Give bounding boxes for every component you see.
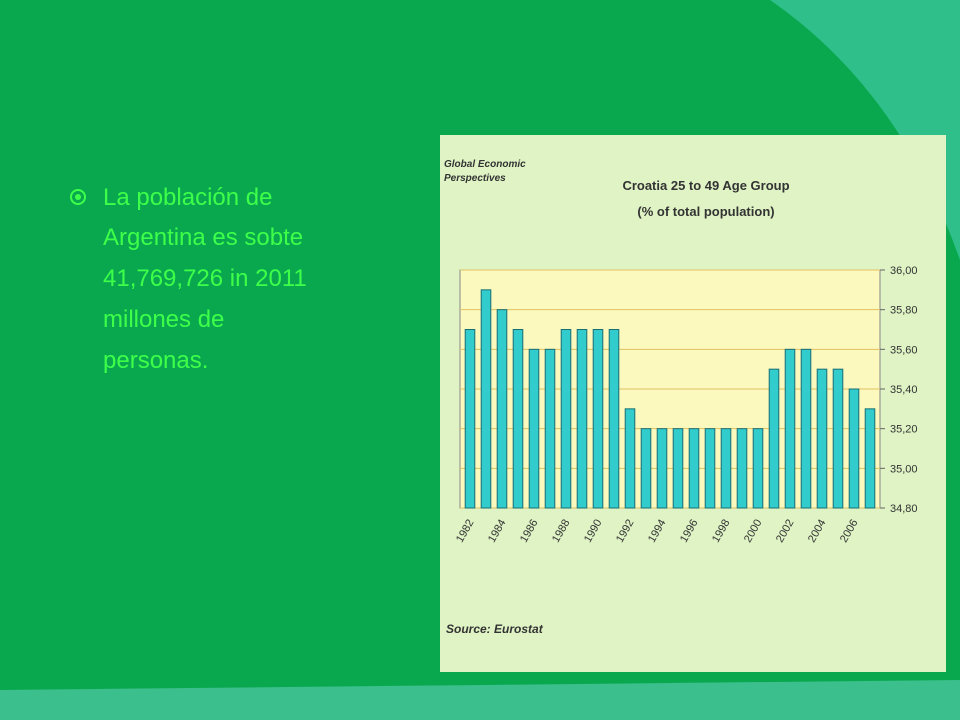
brand: Global Economic xyxy=(444,159,526,170)
bar xyxy=(496,309,508,509)
bar xyxy=(512,329,524,509)
bar xyxy=(544,348,556,509)
y-tick-label: 35,80 xyxy=(890,305,918,317)
y-tick-label: 35,60 xyxy=(890,344,918,356)
bar xyxy=(528,348,540,509)
bar xyxy=(624,408,636,509)
bar xyxy=(768,368,780,509)
bullet-text: La población de xyxy=(103,184,272,211)
chart-title: Croatia 25 to 49 Age Group xyxy=(622,178,789,193)
bullet-icon xyxy=(70,189,86,205)
bar xyxy=(480,289,492,509)
y-tick-label: 36,00 xyxy=(890,265,918,277)
bar xyxy=(576,329,588,509)
y-tick-label: 35,40 xyxy=(890,384,918,396)
bar xyxy=(816,368,828,509)
bar xyxy=(640,428,652,509)
bar xyxy=(864,408,876,509)
bar xyxy=(608,329,620,509)
y-tick-label: 34,80 xyxy=(890,503,918,515)
bar xyxy=(688,428,700,509)
bar xyxy=(592,329,604,509)
bar xyxy=(704,428,716,509)
y-tick-label: 35,20 xyxy=(890,424,918,436)
source: Source: Eurostat xyxy=(446,622,544,636)
bar xyxy=(720,428,732,509)
bullet-icon xyxy=(75,194,81,200)
bar xyxy=(656,428,668,509)
bar xyxy=(560,329,572,509)
bar xyxy=(848,388,860,509)
y-tick-label: 35,00 xyxy=(890,463,918,475)
bar xyxy=(784,348,796,509)
bullet-text: millones de xyxy=(103,306,224,333)
chart-subtitle: (% of total population) xyxy=(637,204,774,219)
bar xyxy=(752,428,764,509)
bullet-text: Argentina es sobte xyxy=(103,224,303,251)
bullet-text: personas. xyxy=(103,347,208,374)
bar xyxy=(672,428,684,509)
decoration xyxy=(770,0,960,260)
decoration xyxy=(0,680,960,720)
bar xyxy=(832,368,844,509)
bar xyxy=(800,348,812,509)
bar xyxy=(736,428,748,509)
bullet-text: 41,769,726 in 2011 xyxy=(103,265,307,292)
brand: Perspectives xyxy=(444,173,506,184)
bar xyxy=(464,329,476,509)
